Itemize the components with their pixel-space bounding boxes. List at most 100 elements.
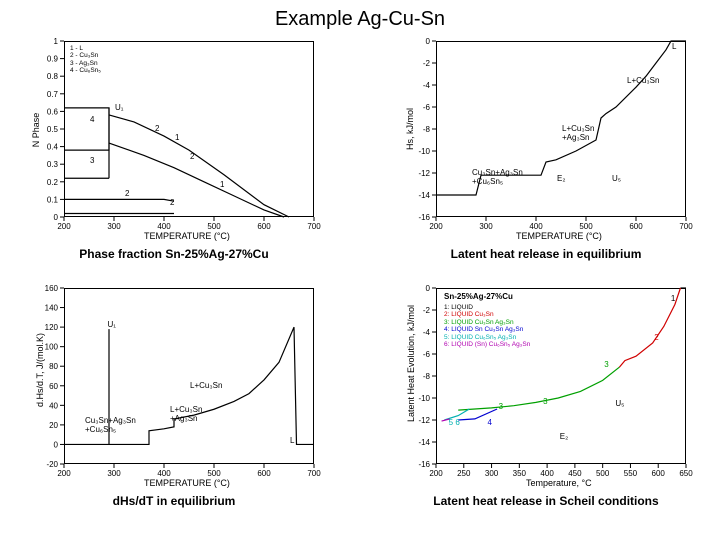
in-plot-label: 2 <box>125 189 129 198</box>
panel-br: 200250300350400450500550600650-16-14-12-… <box>380 282 712 525</box>
legend-br: 1: LIQUID2: LIQUID Cu₃Sn3: LIQUID Cu₃Sn … <box>444 304 530 349</box>
in-plot-label: 1 <box>175 133 179 142</box>
in-plot-label: U₅ <box>615 399 624 408</box>
caption-br: Latent heat release in Scheil conditions <box>433 494 658 508</box>
svg-text:120: 120 <box>45 323 59 332</box>
svg-text:0.9: 0.9 <box>47 55 59 64</box>
svg-text:-8: -8 <box>423 372 431 381</box>
chart-dhsdt: 200300400500600700-200204060801001201401… <box>24 282 324 492</box>
svg-text:500: 500 <box>207 469 221 478</box>
svg-text:-14: -14 <box>418 438 430 447</box>
ylabel-br: Latent Heat Evolution, kJ/mol <box>406 332 416 422</box>
svg-text:200: 200 <box>57 222 71 231</box>
svg-text:500: 500 <box>579 222 593 231</box>
svg-text:-14: -14 <box>418 191 430 200</box>
svg-text:700: 700 <box>679 222 693 231</box>
svg-text:450: 450 <box>568 469 582 478</box>
xlabel-bl: TEMPERATURE (°C) <box>144 478 230 488</box>
in-plot-label: 1 <box>671 294 675 303</box>
svg-text:0.4: 0.4 <box>47 143 59 152</box>
svg-text:-16: -16 <box>418 213 430 222</box>
xlabel-tl: TEMPERATURE (°C) <box>144 231 230 241</box>
svg-text:0: 0 <box>426 284 431 293</box>
svg-text:80: 80 <box>49 362 58 371</box>
svg-text:700: 700 <box>307 222 321 231</box>
in-plot-label: 1 <box>220 180 224 189</box>
in-plot-label: U₅ <box>612 174 621 183</box>
in-plot-label: Cu₃Sn+Ag₃Sn +Cu₆Sn₅ <box>472 168 523 186</box>
svg-text:-16: -16 <box>418 460 430 469</box>
svg-text:40: 40 <box>49 401 58 410</box>
svg-text:0: 0 <box>54 213 59 222</box>
svg-text:0.5: 0.5 <box>47 125 59 134</box>
xlabel-br: Temperature, °C <box>526 478 592 488</box>
chart-scheil: 200250300350400450500550600650-16-14-12-… <box>396 282 696 492</box>
svg-text:200: 200 <box>429 469 443 478</box>
svg-text:250: 250 <box>457 469 471 478</box>
in-plot-label: 3 <box>604 360 608 369</box>
legend-item: 5: LIQUID Cu₆Sn₅ Ag₃Sn <box>444 334 530 341</box>
caption-tr: Latent heat release in equilibrium <box>451 247 642 261</box>
svg-text:550: 550 <box>624 469 638 478</box>
in-plot-label: 3 <box>543 397 547 406</box>
panel-tl: 20030040050060070000.10.20.30.40.50.60.7… <box>8 35 340 278</box>
in-plot-label: L+Cu₃Sn +Ag₃Sn <box>170 405 202 423</box>
svg-text:-12: -12 <box>418 416 430 425</box>
ylabel-tr: Hs, kJ/mol <box>405 110 415 150</box>
chart-latent-eq: 200300400500600700-16-14-12-10-8-6-4-20 … <box>396 35 696 245</box>
svg-text:600: 600 <box>257 222 271 231</box>
ylabel-bl: d.Hs/d.T, J/(mol.K) <box>35 347 45 407</box>
svg-text:600: 600 <box>257 469 271 478</box>
svg-text:0.6: 0.6 <box>47 107 59 116</box>
br-subtitle: Sn-25%Ag-27%Cu <box>444 292 513 301</box>
caption-tl: Phase fraction Sn-25%Ag-27%Cu <box>79 247 268 261</box>
in-plot-label: L+Cu₃Sn <box>190 381 222 390</box>
panel-bl: 200300400500600700-200204060801001201401… <box>8 282 340 525</box>
legend-item: 3: LIQUID Cu₃Sn Ag₃Sn <box>444 319 530 326</box>
svg-text:0.8: 0.8 <box>47 72 59 81</box>
svg-text:-10: -10 <box>418 394 430 403</box>
in-plot-label: L <box>290 436 294 445</box>
in-plot-label: U₁ <box>108 320 116 329</box>
svg-text:60: 60 <box>49 382 58 391</box>
svg-text:350: 350 <box>513 469 527 478</box>
svg-text:100: 100 <box>45 343 59 352</box>
legend-item: 6: LIQUID (Sn) Cu₆Sn₅ Ag₃Sn <box>444 341 530 348</box>
legend-item: 1: LIQUID <box>444 304 530 311</box>
svg-text:0.7: 0.7 <box>47 90 59 99</box>
svg-text:-2: -2 <box>423 306 431 315</box>
svg-text:0.3: 0.3 <box>47 160 59 169</box>
svg-text:400: 400 <box>529 222 543 231</box>
svg-text:500: 500 <box>207 222 221 231</box>
svg-text:0.2: 0.2 <box>47 178 59 187</box>
legend-item: 2: LIQUID Cu₃Sn <box>444 311 530 318</box>
svg-text:200: 200 <box>429 222 443 231</box>
svg-text:-12: -12 <box>418 169 430 178</box>
svg-text:160: 160 <box>45 284 59 293</box>
in-plot-label: 5 6 <box>449 418 460 427</box>
in-plot-label: 3 <box>499 402 503 411</box>
in-plot-label: 2 <box>190 152 194 161</box>
in-plot-label: E₂ <box>557 174 565 183</box>
legend-item: 4: LIQUID Sn Cu₃Sn Ag₃Sn <box>444 326 530 333</box>
svg-text:300: 300 <box>479 222 493 231</box>
legend-tl: 1 - L 2 - Cu₃Sn 3 - Ag₃Sn 4 - Cu₆Sn₅ <box>70 45 101 75</box>
panel-tr: 200300400500600700-16-14-12-10-8-6-4-20 … <box>380 35 712 278</box>
svg-text:600: 600 <box>629 222 643 231</box>
in-plot-label: 3 <box>90 156 94 165</box>
chart-phase-fraction: 20030040050060070000.10.20.30.40.50.60.7… <box>24 35 324 245</box>
in-plot-label: U₁ <box>115 103 123 112</box>
svg-text:300: 300 <box>485 469 499 478</box>
in-plot-label: E₂ <box>560 432 568 441</box>
svg-text:20: 20 <box>49 421 58 430</box>
in-plot-label: L <box>672 42 676 51</box>
svg-text:300: 300 <box>107 222 121 231</box>
svg-text:-4: -4 <box>423 81 431 90</box>
svg-text:400: 400 <box>157 222 171 231</box>
xlabel-tr: TEMPERATURE (°C) <box>516 231 602 241</box>
svg-text:-8: -8 <box>423 125 431 134</box>
ylabel-tl: N Phase <box>31 110 41 150</box>
svg-text:500: 500 <box>596 469 610 478</box>
svg-text:-10: -10 <box>418 147 430 156</box>
in-plot-label: L+Cu₃Sn +Ag₃Sn <box>562 124 594 142</box>
